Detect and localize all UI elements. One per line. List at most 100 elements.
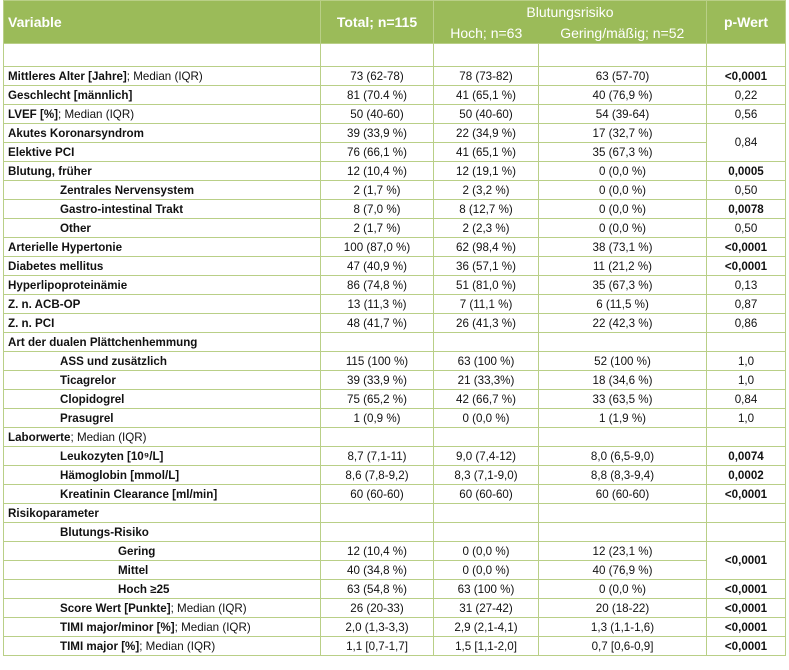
cell-total: 76 (66,1 %) <box>320 142 434 162</box>
cell-hoch <box>433 332 539 352</box>
row-label-text: Z. n. PCI <box>8 316 55 330</box>
cell-gering: 0 (0,0 %) <box>538 180 707 200</box>
cell-total <box>320 427 434 447</box>
cell-hoch <box>433 522 539 542</box>
row-label: TIMI major [%]; Median (IQR) <box>3 636 321 656</box>
row-label-text: Kreatinin Clearance [ml/min] <box>60 487 218 501</box>
table-row: Arterielle Hypertonie 100 (87,0 %) 62 (98,… <box>3 237 786 257</box>
cell-gering: 8,8 (8,3-9,4) <box>538 465 707 485</box>
cell-total: 100 (87,0 %) <box>320 237 434 257</box>
row-label-text: Other <box>60 221 91 235</box>
row-label-text: Zentrales Nervensystem <box>60 183 195 197</box>
row-label: Hyperlipoproteinämie <box>3 275 321 295</box>
table-row: Gastro-intestinal Trakt 8 (7,0 %) 8 (12,7 … <box>3 199 786 219</box>
cell-hoch: 26 (41,3 %) <box>433 313 539 333</box>
row-label-text: Mittleres Alter [Jahre] <box>8 69 127 83</box>
cell-gering: 35 (67,3 %) <box>538 275 707 295</box>
cell-p-value: 0,84 <box>706 389 786 409</box>
cell-gering <box>538 522 707 542</box>
header-hoch: Hoch; n=63 <box>433 22 539 44</box>
cell-total: 63 (54,8 %) <box>320 579 434 599</box>
row-label-text: Risikoparameter <box>8 506 99 520</box>
row-label: Blutungs-Risiko <box>3 522 321 542</box>
row-label: Mittel <box>3 560 321 580</box>
cell-p-value: 0,13 <box>706 275 786 295</box>
cell-total: 8,6 (7,8-9,2) <box>320 465 434 485</box>
table-row: Risikoparameter <box>3 503 786 523</box>
cell-total: 39 (33,9 %) <box>320 370 434 390</box>
cell-gering: 22 (42,3 %) <box>538 313 707 333</box>
cell-total: 2,0 (1,3-3,3) <box>320 617 434 637</box>
cell-hoch: 22 (34,9 %) <box>433 123 539 143</box>
row-label: Gastro-intestinal Trakt <box>3 199 321 219</box>
table-row: Z. n. ACB-OP 13 (11,3 %) 7 (11,1 %) 6 (11,5… <box>3 294 786 314</box>
table-row: Blutungs-Risiko <box>3 522 786 542</box>
cell-total: 12 (10,4 %) <box>320 161 434 181</box>
row-label-text: Score Wert [Punkte] <box>60 601 171 615</box>
cell-total: 40 (34,8 %) <box>320 560 434 580</box>
row-label: Geschlecht [männlich] <box>3 85 321 105</box>
cell-p-value: 1,0 <box>706 370 786 390</box>
row-label-text: Z. n. ACB-OP <box>8 297 81 311</box>
row-label: Art der dualen Plättchenhemmung <box>3 332 321 352</box>
cell-hoch: 36 (57,1 %) <box>433 256 539 276</box>
table-row: Hämoglobin [mmol/L] 8,6 (7,8-9,2) 8,3 (7,1… <box>3 465 786 485</box>
cell-gering: 8,0 (6,5-9,0) <box>538 446 707 466</box>
cell-gering <box>538 332 707 352</box>
cell-p-value <box>706 503 786 523</box>
cell-p-value: 0,87 <box>706 294 786 314</box>
cell-hoch: 2,9 (2,1-4,1) <box>433 617 539 637</box>
table-row: Z. n. PCI 48 (41,7 %) 26 (41,3 %) 22 (42,3 … <box>3 313 786 333</box>
row-label-text: Geschlecht [männlich] <box>8 88 133 102</box>
table-row: Zentrales Nervensystem 2 (1,7 %) 2 (3,2 %)… <box>3 180 786 200</box>
table-row-blank <box>3 43 786 67</box>
row-label-text: Arterielle Hypertonie <box>8 240 123 254</box>
table-row: Laborwerte; Median (IQR) <box>3 427 786 447</box>
cell-hoch: 0 (0,0 %) <box>433 541 539 561</box>
cell-gering: 12 (23,1 %) <box>538 541 707 561</box>
row-label-text: Elektive PCI <box>8 145 75 159</box>
cell-gering: 52 (100 %) <box>538 351 707 371</box>
cell-p-value: 1,0 <box>706 408 786 428</box>
row-label: Kreatinin Clearance [ml/min] <box>3 484 321 504</box>
cell-total: 1,1 [0,7-1,7] <box>320 636 434 656</box>
table-row: Clopidogrel 75 (65,2 %) 42 (66,7 %) 33 (63,… <box>3 389 786 409</box>
cell-gering: 11 (21,2 %) <box>538 256 707 276</box>
table-row: Blutung, früher 12 (10,4 %) 12 (19,1 %) 0 (… <box>3 161 786 181</box>
cell-hoch: 78 (73-82) <box>433 66 539 86</box>
cell-total: 73 (62-78) <box>320 66 434 86</box>
row-label-text: Gering <box>118 544 156 558</box>
cell-hoch: 1,5 [1,1-2,0] <box>433 636 539 656</box>
cell-hoch: 0 (0,0 %) <box>433 560 539 580</box>
cell-total: 86 (74,8 %) <box>320 275 434 295</box>
cell-p-value: <0,0001 <box>706 617 786 637</box>
table-row: Mittleres Alter [Jahre]; Median (IQR) 73 … <box>3 66 786 86</box>
cell-total: 26 (20-33) <box>320 598 434 618</box>
row-label: TIMI major/minor [%]; Median (IQR) <box>3 617 321 637</box>
cell-gering: 0 (0,0 %) <box>538 218 707 238</box>
cell-hoch <box>433 427 539 447</box>
cell-p-value: 0,22 <box>706 85 786 105</box>
row-label-text: Mittel <box>118 563 149 577</box>
table-row: Geschlecht [männlich] 81 (70.4 %) 41 (65,1… <box>3 85 786 105</box>
row-label: Hämoglobin [mmol/L] <box>3 465 321 485</box>
row-label: Arterielle Hypertonie <box>3 237 321 257</box>
cell-gering: 18 (34,6 %) <box>538 370 707 390</box>
cell-p-value: 0,0074 <box>706 446 786 466</box>
row-label: Akutes Koronarsyndrom <box>3 123 321 143</box>
row-label: LVEF [%]; Median (IQR) <box>3 104 321 124</box>
row-label: Score Wert [Punkte]; Median (IQR) <box>3 598 321 618</box>
cell-total: 1 (0,9 %) <box>320 408 434 428</box>
row-label: Blutung, früher <box>3 161 321 181</box>
cell-hoch: 31 (27-42) <box>433 598 539 618</box>
cell-hoch: 63 (100 %) <box>433 351 539 371</box>
cell-p-value: 0,50 <box>706 180 786 200</box>
table-row: Gering 12 (10,4 %) 0 (0,0 %) 12 (23,1 %) <0,… <box>3 541 786 580</box>
cell-p-value: <0,0001 <box>706 598 786 618</box>
table-row: Leukozyten [10⁹/L] 8,7 (7,1-11) 9,0 (7,4-1… <box>3 446 786 466</box>
cell-total <box>320 332 434 352</box>
cell-gering: 60 (60-60) <box>538 484 707 504</box>
table-row: Hyperlipoproteinämie 86 (74,8 %) 51 (81,0 … <box>3 275 786 295</box>
cell-hoch: 60 (60-60) <box>433 484 539 504</box>
cell-gering: 17 (32,7 %) <box>538 123 707 143</box>
